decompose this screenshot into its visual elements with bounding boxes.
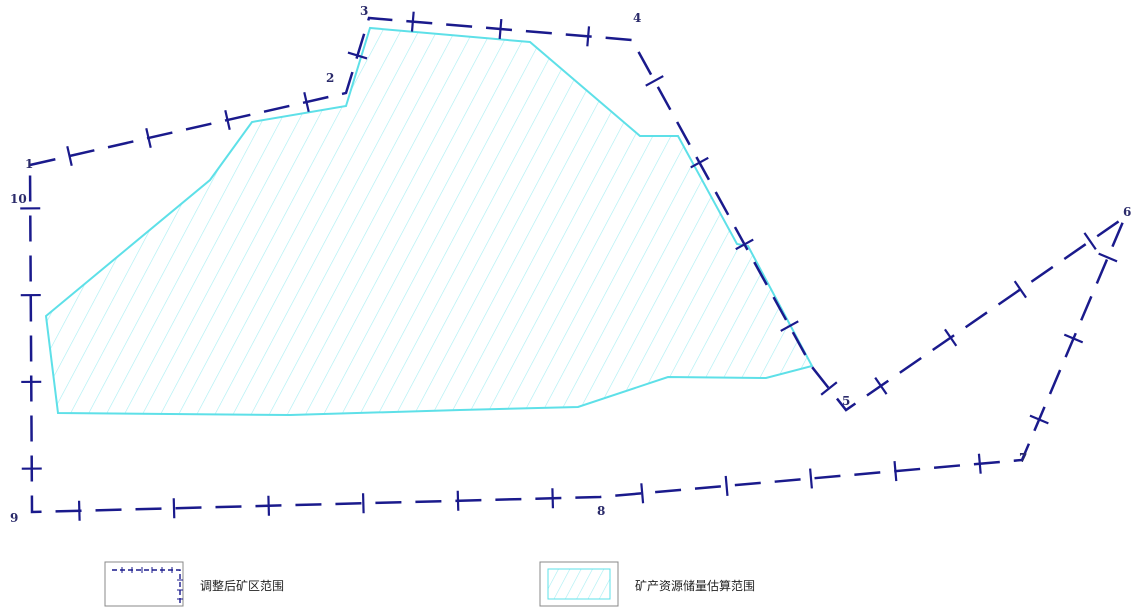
vertex-label-9: 9 xyxy=(10,511,18,525)
boundary-tick xyxy=(77,500,81,521)
legend-symbol-boundary xyxy=(104,561,184,607)
legend-label-resource-area: 矿产资源储量估算范围 xyxy=(635,578,755,593)
legend: 调整后矿区范围 矿产资源储量估算范围 xyxy=(104,561,755,607)
boundary-tick xyxy=(224,110,231,130)
boundary-tick xyxy=(145,128,152,148)
vertex-label-8: 8 xyxy=(597,504,605,518)
mining-boundary xyxy=(28,16,1128,514)
boundary-tick xyxy=(172,498,176,519)
vertex-label-5: 5 xyxy=(842,394,850,408)
vertex-labels: 1 2 3 4 5 6 7 8 9 10 xyxy=(10,4,1131,525)
legend-item-resource-area: 矿产资源储量估算范围 xyxy=(539,561,755,607)
vertex-label-1: 1 xyxy=(25,157,33,171)
vertex-label-10: 10 xyxy=(10,192,27,206)
boundary-cross-ticks xyxy=(20,11,1118,521)
boundary-tick xyxy=(977,453,982,474)
boundary-tick xyxy=(586,26,591,47)
boundary-tick xyxy=(893,461,898,482)
boundary-tick xyxy=(1083,232,1097,250)
resource-estimation-area xyxy=(44,26,814,417)
boundary-tick xyxy=(1063,333,1084,344)
vertex-label-7: 7 xyxy=(1019,451,1027,465)
boundary-tick xyxy=(809,468,813,489)
boundary-tick xyxy=(410,11,415,32)
boundary-tick xyxy=(874,377,888,395)
boundary-tick xyxy=(66,146,73,166)
legend-item-boundary: 调整后矿区范围 xyxy=(104,561,284,607)
boundary-tick xyxy=(267,495,271,516)
vertex-label-2: 2 xyxy=(326,71,334,85)
boundary-tick xyxy=(456,490,460,511)
boundary-tick xyxy=(724,475,729,496)
boundary-tick xyxy=(645,75,664,87)
vertex-label-3: 3 xyxy=(360,4,368,18)
boundary-tick xyxy=(690,156,709,169)
vertex-label-4: 4 xyxy=(633,11,641,25)
boundary-tick xyxy=(1098,252,1118,263)
vertex-label-6: 6 xyxy=(1123,205,1131,219)
boundary-tick xyxy=(551,488,555,509)
boundary-tick xyxy=(498,18,503,40)
boundary-tick xyxy=(361,493,365,514)
boundary-tick xyxy=(1013,280,1027,299)
boundary-tick xyxy=(820,381,838,396)
boundary-tick xyxy=(640,483,645,504)
boundary-tick xyxy=(347,51,368,60)
boundary-tick xyxy=(944,328,958,347)
legend-boundary-line xyxy=(112,569,181,604)
legend-label-boundary: 调整后矿区范围 xyxy=(200,578,284,593)
boundary-tick xyxy=(735,238,754,251)
boundary-tick xyxy=(1029,414,1049,425)
boundary-tick xyxy=(303,92,310,112)
boundary-tick xyxy=(780,320,799,332)
